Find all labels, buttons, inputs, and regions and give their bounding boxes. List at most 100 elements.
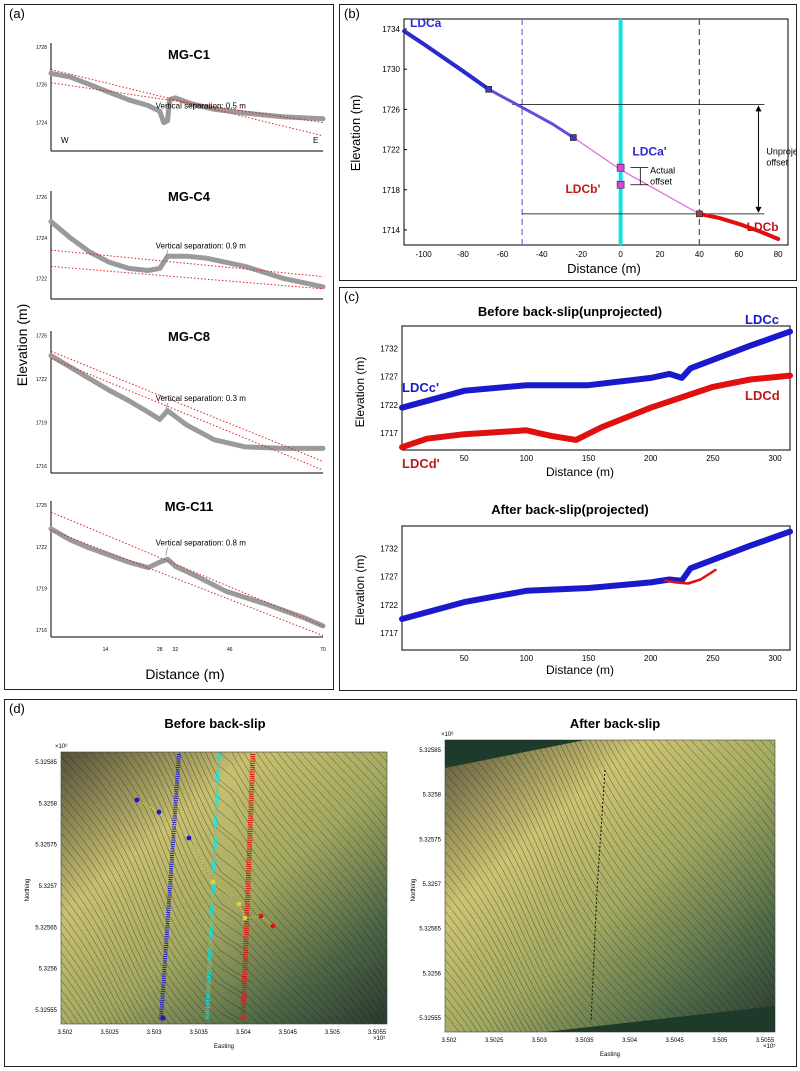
contour-line: [445, 811, 584, 1032]
ldcc-prime-label: LDCc': [402, 380, 439, 395]
contour-line: [61, 774, 224, 1024]
y-tick-label: 1728: [36, 45, 47, 51]
contour-line: [594, 740, 775, 982]
profile-point: [485, 86, 492, 93]
contour-line: [445, 968, 490, 1032]
y-tick-label: 1732: [380, 345, 398, 354]
contour-line: [445, 763, 623, 1032]
contour-line: [333, 752, 387, 810]
x-tick-label: 3.502: [57, 1030, 73, 1036]
unprojected-offset-label-1: Unprojected: [766, 147, 796, 157]
contour-line: [527, 740, 733, 1032]
contour-line: [505, 740, 710, 1032]
annotation-arrow: [165, 547, 169, 556]
contour-line: [61, 784, 216, 1024]
contour-line: [61, 812, 192, 1024]
x-tick-label: 200: [644, 654, 658, 663]
contour-line: [445, 959, 496, 1032]
panel-d-right-yexp: ×10⁶: [441, 731, 454, 738]
x-tick-label: 3.502: [441, 1038, 457, 1044]
fit-guide-line: [50, 249, 324, 278]
x-tick-label: 300: [768, 454, 782, 463]
panel-a-label: (a): [9, 6, 25, 21]
contour-line: [284, 752, 387, 872]
y-tick-label: 5.3256: [39, 967, 58, 973]
x-tick-label: 3.5045: [666, 1038, 685, 1044]
contour-line: [61, 793, 208, 1024]
contour-line: [61, 979, 91, 1024]
panel-d-chart: Before back-slip After back-slip Easting…: [25, 716, 776, 1058]
contour-line: [445, 940, 506, 1032]
panel-d-left-yexp: ×10⁶: [55, 743, 68, 750]
x-tick-label: 3.5045: [279, 1030, 298, 1036]
ldcb-prime-label: LDCb': [565, 182, 600, 196]
contour-line: [129, 752, 328, 1024]
y-tick-label: 1725: [36, 333, 47, 339]
annotation-arrow: [165, 250, 169, 259]
panel-b-xlabel: Distance (m): [567, 261, 641, 276]
panel-d: (d) Before back-slip After back-slip Eas…: [4, 699, 797, 1067]
actual-offset-label-2: offset: [650, 177, 672, 187]
contour-line: [255, 752, 387, 914]
plot-frame: [401, 325, 791, 451]
y-tick-label: 1734: [382, 25, 400, 34]
y-tick-label: 1719: [36, 420, 47, 426]
ldca-line-lower: [487, 87, 575, 139]
ldcd-prime-label: LDCd': [402, 456, 440, 471]
panel-c-bottom-title: After back-slip(projected): [491, 502, 648, 517]
subplot-title: MG-C4: [168, 189, 211, 204]
contour-line: [665, 740, 775, 869]
panel-c-label: (c): [344, 289, 360, 304]
contour-line: [61, 951, 108, 1024]
x-tick-label: 200: [644, 454, 658, 463]
contour-line: [167, 752, 371, 1024]
panel-d-left-xexp: ×10⁵: [373, 1035, 386, 1042]
y-tick-label: 5.32585: [419, 748, 441, 754]
y-tick-label: 5.32575: [35, 843, 57, 849]
y-tick-label: 5.3258: [423, 793, 442, 799]
contour-line: [342, 752, 387, 801]
contour-line: [482, 740, 684, 1032]
contour-line: [465, 740, 667, 1032]
contour-line: [533, 740, 740, 1032]
contour-line: [445, 851, 556, 1032]
ldcb-label: LDCb: [747, 220, 779, 234]
contour-line: [573, 740, 775, 1020]
x-tick-label: 3.504: [236, 1030, 252, 1036]
fit-guide-line: [50, 82, 324, 124]
x-tick-label: 3.5025: [100, 1030, 119, 1036]
contour-line: [658, 740, 775, 879]
annotation-arrow: [165, 402, 169, 412]
contour-line: [121, 752, 320, 1024]
x-tick-label: 60: [734, 250, 743, 259]
contour-line: [445, 861, 550, 1032]
contour-line: [136, 752, 336, 1024]
y-tick-label: 1716: [36, 628, 47, 634]
ldcb-line: [697, 211, 781, 241]
contour-line: [161, 752, 365, 1024]
after-map-void-bottom: [545, 1006, 775, 1032]
contour-line: [611, 740, 775, 952]
y-tick-label: 1714: [382, 226, 400, 235]
contour-line: [155, 752, 358, 1024]
panel-c-bottom-ylabel: Elevation (m): [353, 555, 367, 626]
contour-line: [707, 740, 775, 817]
contour-line: [682, 740, 775, 848]
y-tick-label: 1722: [36, 545, 47, 551]
ldca-label: LDCa: [410, 16, 442, 30]
profile-sample-point: [156, 809, 162, 815]
contour-line: [445, 871, 544, 1032]
panel-c-top-xlabel: Distance (m): [546, 465, 614, 479]
contour-line: [445, 930, 512, 1032]
side-east-label: E: [313, 136, 318, 145]
profile-connector: [136, 799, 274, 927]
x-tick-label: 300: [768, 654, 782, 663]
contour-line: [173, 752, 378, 1024]
ldcd-line: [664, 568, 717, 585]
panel-a: (a) Elevation (m) Distance (m) MG-C1 1724…: [4, 4, 334, 690]
x-tick-label: 3.505: [712, 1038, 728, 1044]
vertical-separation-label: Vertical separation: 0.8 m: [156, 538, 247, 547]
vertical-separation-label: Vertical separation: 0.3 m: [156, 394, 247, 403]
contour-line: [445, 782, 607, 1032]
after-map-void-top: [445, 740, 585, 768]
